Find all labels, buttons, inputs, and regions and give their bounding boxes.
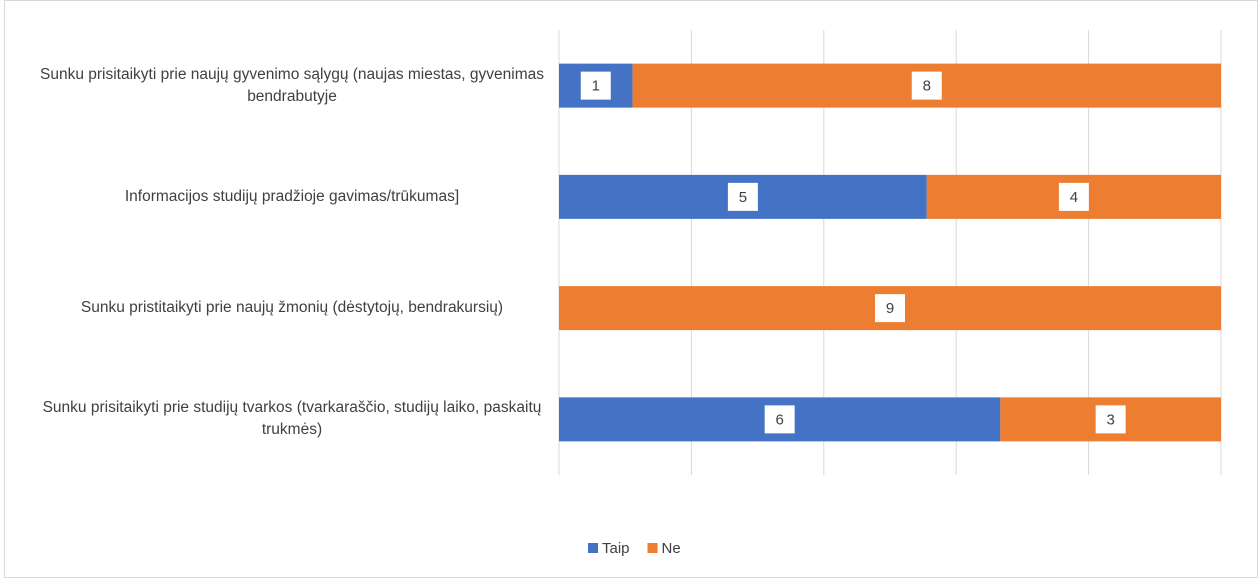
- data-label: 9: [886, 300, 894, 317]
- legend-swatch: [647, 543, 658, 553]
- data-label-box: [875, 294, 905, 323]
- legend-swatch: [588, 543, 598, 553]
- data-label-box: [764, 405, 795, 434]
- legend-label: Ne: [662, 540, 681, 557]
- data-label-box: [1058, 182, 1089, 211]
- chart-border: [4, 0, 1258, 578]
- legend-label: Taip: [602, 540, 630, 557]
- data-label-box: [1095, 405, 1126, 434]
- y-tick-label: Sunku prisitaikyti prie studijų tvarkos …: [42, 399, 542, 439]
- y-tick-label: Sunku pristitaikyti prie naujų žmonių (d…: [80, 299, 504, 317]
- y-tick-label: Informacijos studijų pradžioje gavimas/t…: [124, 187, 460, 205]
- data-label: 3: [1106, 411, 1114, 428]
- data-label-box: [911, 71, 942, 100]
- data-label: 4: [1070, 189, 1078, 206]
- data-label: 1: [592, 78, 600, 95]
- data-label: 6: [775, 411, 783, 428]
- data-label-box: [580, 71, 611, 100]
- data-label: 8: [923, 78, 931, 95]
- data-label-box: [727, 182, 758, 211]
- y-tick-label: Sunku prisitaikyti prie naujų gyvenimo s…: [40, 65, 544, 105]
- data-label: 5: [739, 189, 747, 206]
